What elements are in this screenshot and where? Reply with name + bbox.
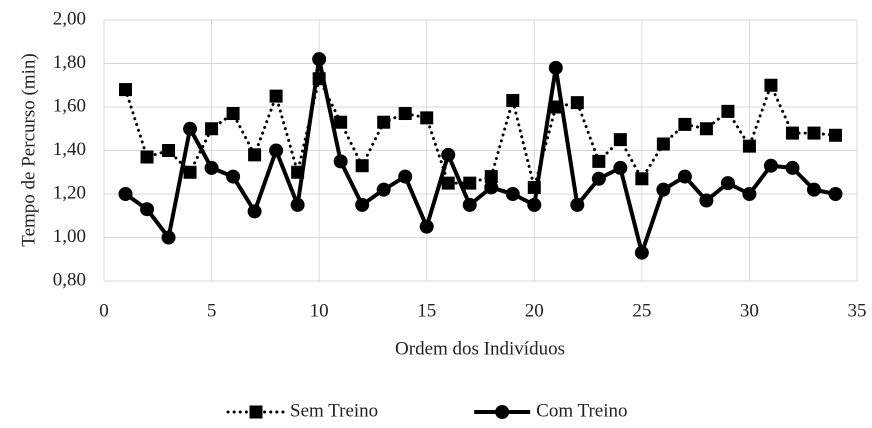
marker [742, 187, 757, 201]
marker [463, 176, 477, 190]
y-tick-label: 2,00 [53, 8, 86, 29]
marker [226, 107, 240, 121]
marker [549, 100, 563, 114]
marker [592, 154, 606, 168]
marker [161, 230, 176, 245]
marker [247, 204, 262, 219]
marker [613, 160, 628, 175]
marker [828, 187, 843, 201]
marker [699, 193, 714, 208]
marker [495, 405, 510, 419]
marker [505, 187, 520, 201]
marker [527, 197, 542, 212]
x-axis-label: Ordem dos Indivíduos [395, 338, 565, 359]
marker [118, 187, 133, 201]
marker [678, 117, 692, 131]
y-tick-label: 1,60 [53, 95, 86, 116]
marker [290, 197, 305, 212]
marker [721, 104, 735, 118]
marker [441, 147, 456, 162]
marker [785, 160, 800, 175]
marker [656, 182, 671, 197]
marker [376, 182, 391, 197]
marker [720, 176, 735, 191]
marker [634, 245, 649, 260]
x-tick-label: 30 [740, 300, 759, 321]
x-tick-label: 20 [525, 300, 544, 321]
marker [419, 219, 434, 234]
x-tick-label: 15 [417, 300, 436, 321]
marker [183, 121, 198, 136]
marker [377, 115, 391, 129]
marker [441, 176, 455, 190]
marker [205, 122, 219, 136]
marker [162, 144, 176, 157]
marker [764, 78, 778, 92]
y-tick-label: 0,80 [53, 269, 86, 290]
marker [312, 52, 327, 67]
x-tick-label: 25 [632, 300, 651, 321]
marker [548, 60, 563, 75]
marker [484, 170, 498, 184]
marker [742, 139, 756, 153]
series-line [124, 57, 836, 255]
series-line [124, 74, 837, 188]
marker [763, 158, 778, 173]
marker [484, 180, 499, 195]
marker [204, 160, 219, 175]
marker [269, 89, 283, 103]
marker [398, 169, 413, 184]
y-tick-label: 1,40 [53, 139, 86, 160]
marker [420, 111, 434, 125]
marker [226, 169, 241, 184]
marker [656, 137, 670, 151]
marker [807, 126, 821, 140]
marker [613, 133, 627, 147]
marker [140, 150, 154, 164]
marker [355, 197, 370, 212]
marker [334, 115, 348, 129]
marker [119, 83, 133, 97]
marker [806, 182, 821, 197]
y-tick-label: 1,20 [53, 182, 86, 203]
marker [677, 169, 692, 184]
x-tick-label: 5 [207, 300, 217, 321]
marker [785, 126, 799, 140]
marker [462, 197, 477, 212]
y-axis-label: Tempo de Percurso (min) [18, 53, 39, 246]
marker [140, 202, 155, 217]
x-tick-label: 10 [310, 300, 329, 321]
marker [248, 148, 262, 162]
marker [269, 143, 284, 158]
marker [635, 172, 649, 186]
x-tick-label: 0 [99, 300, 109, 321]
marker [398, 107, 412, 121]
legend-label: Sem Treino [290, 400, 378, 421]
marker [591, 171, 606, 186]
x-tick-label: 35 [848, 300, 867, 321]
marker [828, 128, 842, 142]
y-tick-label: 1,00 [53, 226, 86, 247]
marker [249, 405, 263, 419]
legend-label: Com Treino [536, 400, 627, 421]
marker [355, 159, 369, 173]
marker [183, 165, 197, 179]
marker [570, 96, 584, 110]
marker [570, 197, 585, 212]
y-tick-label: 1,80 [53, 52, 86, 73]
marker [699, 122, 713, 136]
marker [506, 93, 520, 107]
marker [333, 154, 348, 169]
